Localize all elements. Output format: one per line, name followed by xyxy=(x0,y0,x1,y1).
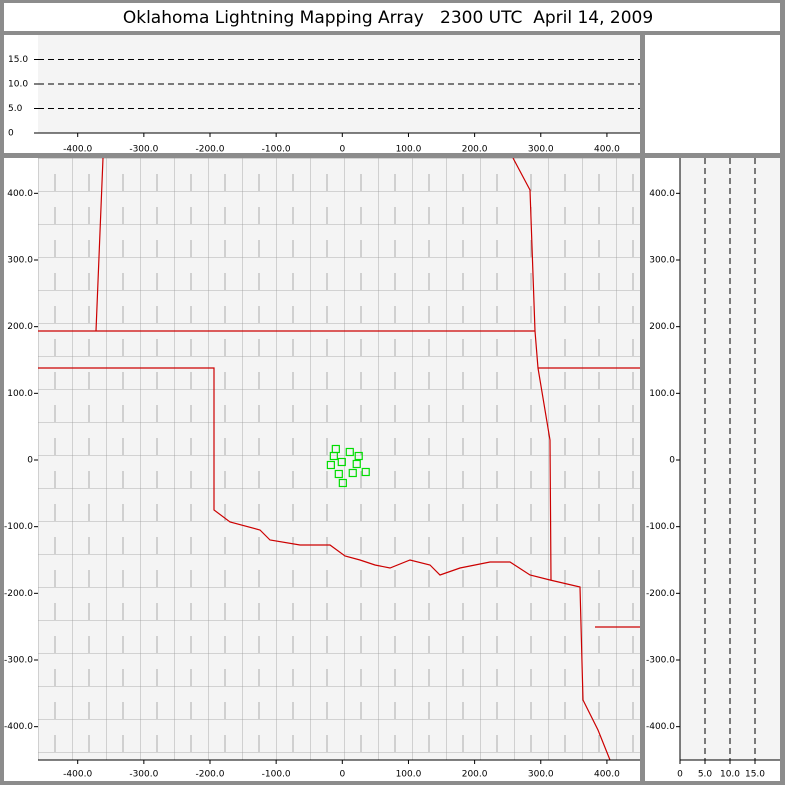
y-tick-label: -400.0 xyxy=(4,722,33,732)
y-tick-label: 200.0 xyxy=(649,322,675,332)
y-tick-label: 300.0 xyxy=(7,256,33,266)
x-tick-label: 200.0 xyxy=(462,145,488,155)
y-tick-label: 200.0 xyxy=(7,322,33,332)
y-tick-label: 0 xyxy=(669,456,675,466)
y-tick-label: 10.0 xyxy=(8,80,28,90)
x-tick-label: 100.0 xyxy=(396,145,422,155)
y-tick-label: 100.0 xyxy=(7,389,33,399)
y-tick-label: 5.0 xyxy=(8,104,23,114)
x-tick-label: 200.0 xyxy=(462,770,488,780)
x-tick-label: 100.0 xyxy=(396,770,422,780)
lightning-source xyxy=(334,469,343,479)
title-bar xyxy=(4,3,780,31)
y-tick-label: 15.0 xyxy=(8,55,28,65)
x-tick-label: 300.0 xyxy=(528,145,554,155)
lightning-source xyxy=(329,451,338,461)
corner-panel xyxy=(645,35,780,153)
y-tick-label: 100.0 xyxy=(649,389,675,399)
x-tick-label: -100.0 xyxy=(262,770,291,780)
plot-layer: -400.0 -300.0 -200.0 -100.0 0 100.0 200.0 300.0… xyxy=(4,55,780,780)
y-tick-label: -300.0 xyxy=(646,656,675,666)
lightning-source xyxy=(338,478,347,488)
title: Oklahoma Lightning Mapping Array 2300 UT… xyxy=(123,8,653,28)
x-tick-label: 15.0 xyxy=(745,770,765,780)
lightning-source xyxy=(345,447,354,457)
x-tick-label: 10.0 xyxy=(720,770,740,780)
x-tick-label: -200.0 xyxy=(195,770,224,780)
y-tick-label: 300.0 xyxy=(649,256,675,266)
y-tick-label: -300.0 xyxy=(4,656,33,666)
y-tick-label: -200.0 xyxy=(4,589,33,599)
state-border xyxy=(38,158,640,760)
basemap xyxy=(38,158,640,760)
y-tick-label: -200.0 xyxy=(646,589,675,599)
x-tick-label: -200.0 xyxy=(195,145,224,155)
lightning-source xyxy=(352,459,361,469)
y-tick-label: 0 xyxy=(27,456,33,466)
x-tick-label: -100.0 xyxy=(262,145,291,155)
x-tick-label: 400.0 xyxy=(594,770,620,780)
lightning-source xyxy=(354,451,363,461)
x-tick-label: 0 xyxy=(339,770,345,780)
y-tick-label: 400.0 xyxy=(7,189,33,199)
x-tick-label: -300.0 xyxy=(129,145,158,155)
x-tick-label: 400.0 xyxy=(594,145,620,155)
y-tick-label: -400.0 xyxy=(646,722,675,732)
x-tick-label: -400.0 xyxy=(63,770,92,780)
y-tick-label: 400.0 xyxy=(649,189,675,199)
x-tick-label: 300.0 xyxy=(528,770,554,780)
lightning-source xyxy=(326,460,335,470)
lightning-source xyxy=(361,467,370,477)
x-tick-label: -400.0 xyxy=(63,145,92,155)
y-tick-label: -100.0 xyxy=(646,522,675,532)
x-tick-label: -300.0 xyxy=(129,770,158,780)
x-tick-label: 5.0 xyxy=(698,770,713,780)
x-tick-label: 0 xyxy=(677,770,683,780)
x-tick-label: 0 xyxy=(339,145,345,155)
lightning-source xyxy=(337,457,346,467)
y-tick-label: -100.0 xyxy=(4,522,33,532)
y-tick-label: 0 xyxy=(8,129,14,139)
lightning-source xyxy=(348,468,357,478)
